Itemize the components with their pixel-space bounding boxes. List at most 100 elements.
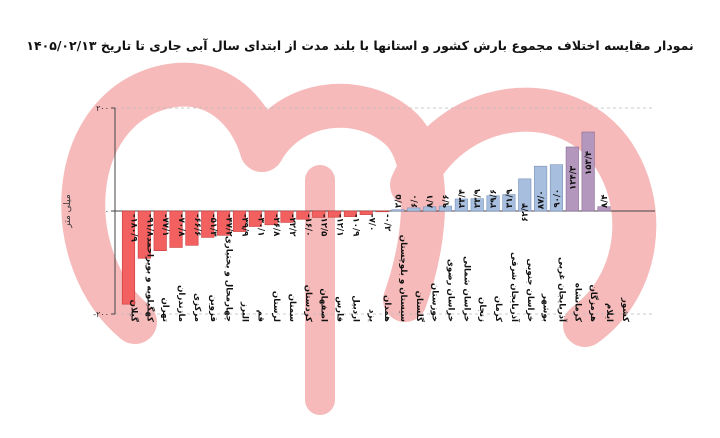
bar-19	[423, 206, 437, 212]
bar-21	[454, 198, 468, 212]
y-axis-label: میلی متر	[63, 194, 73, 229]
bar-16	[375, 210, 389, 213]
data-label-9: -۲۶/۸	[271, 214, 281, 237]
data-label-30: ۸/۴	[600, 194, 610, 208]
bar-9	[264, 210, 278, 226]
category-label-25: خراسان جنوبی	[525, 258, 535, 322]
watermark-arc-middle-icon	[240, 83, 446, 322]
category-label-15: یزد	[366, 309, 376, 322]
category-label-29: هرمزگان	[588, 284, 599, 322]
data-label-26: ۸۷/۰	[537, 190, 547, 209]
watermark-arc-left-icon	[61, 62, 284, 344]
category-label-23: کرمان	[493, 296, 503, 322]
data-label-18: ۶/۰	[410, 194, 420, 208]
category-label-4: مرکزی	[192, 293, 202, 322]
bar-25	[518, 178, 532, 212]
category-label-22: زنجان	[477, 297, 487, 322]
data-label-7: -۳۹/۹	[239, 214, 249, 237]
data-label-0: -۱۸۰/۹	[129, 214, 139, 242]
data-label-20: ۹/۶	[442, 194, 452, 208]
data-labels: -۱۸۰/۹ -۹۱/۸ -۷۷/۱ -۷۰/۸ -۶۶/۶ -۵۱/۳ -۴۷/۲ -۳۹/…	[129, 151, 611, 243]
data-label-27: ۹۰/۰	[552, 189, 562, 208]
category-labels: گیلان کهگیلویه و بویراحمد تهران مازندران مرک…	[129, 235, 630, 323]
data-label-25: ۶۲/۴	[521, 203, 531, 222]
bar-2	[153, 210, 167, 252]
data-label-2: -۷۷/۱	[160, 214, 170, 236]
category-label-5: قزوین	[208, 295, 218, 322]
category-label-21: خراسان شمالی	[461, 256, 471, 322]
category-label-31: کشور	[620, 297, 630, 322]
category-label-16: همدان	[382, 295, 392, 322]
category-label-8: قم	[255, 310, 265, 322]
data-label-21: ۲۳/۴	[457, 189, 467, 208]
data-label-22: ۲۳/۹	[473, 188, 483, 208]
data-label-29: ۱۵۳/۴	[584, 151, 594, 175]
category-label-19: خوزستان	[430, 283, 440, 322]
data-label-15: -۷/۰	[366, 214, 376, 231]
data-label-17: ۲/۵	[394, 194, 404, 208]
data-label-19: ۸/۱	[426, 194, 436, 208]
category-label-13: فارس	[335, 296, 345, 322]
category-label-6: چهارمحال و بختیاری	[224, 236, 234, 322]
category-label-2: تهران	[160, 297, 170, 322]
category-label-3: مازندران	[176, 285, 186, 322]
bar-17	[391, 209, 405, 212]
data-label-10: -۲۲/۲	[287, 214, 297, 237]
data-label-1: -۹۱/۸	[144, 214, 154, 237]
data-label-8: -۳۰/۱	[255, 214, 265, 236]
watermark-logo-icon	[61, 62, 657, 415]
category-label-28: کرمانشاه	[572, 283, 582, 322]
bar-3	[169, 210, 183, 248]
data-label-6: -۴۷/۲	[224, 214, 234, 237]
bar-20	[438, 205, 453, 212]
bar-6	[217, 210, 231, 236]
category-label-0: گیلان	[129, 300, 140, 322]
category-label-18: گلستان	[414, 291, 425, 322]
category-label-17: سیستان و بلوچستان	[398, 235, 408, 322]
bar-5	[201, 210, 215, 238]
data-label-28: ۱۲۴/۳	[568, 165, 578, 190]
category-label-10: سمنان	[287, 294, 297, 322]
bar-18	[407, 207, 421, 212]
category-label-27: آذربایجان غربی	[556, 257, 568, 323]
bar-0	[121, 210, 136, 305]
bar-30	[597, 206, 611, 212]
category-label-12: اصفهان	[319, 288, 329, 322]
category-label-7: البرز	[239, 301, 249, 322]
data-label-24: ۳۱/۹	[505, 188, 515, 208]
data-label-13: -۱۲/۱	[335, 214, 345, 236]
bars	[121, 131, 611, 305]
data-label-11: -۱۶/۰	[303, 214, 313, 236]
bar-23	[486, 195, 500, 212]
category-label-20: خراسان رضوی	[446, 259, 456, 322]
bar-10	[280, 210, 294, 223]
bar-27	[549, 164, 564, 212]
category-label-30: ایلام	[604, 303, 614, 322]
bar-7	[232, 210, 246, 232]
bar-22	[470, 198, 484, 212]
bar-29	[581, 131, 595, 212]
bar-12	[312, 210, 326, 218]
bar-14	[343, 210, 357, 217]
bar-24	[502, 194, 516, 212]
category-label-11: کردستان	[303, 285, 313, 322]
bar-13	[327, 210, 342, 218]
bar-11	[296, 210, 310, 220]
bar-15	[359, 210, 373, 215]
category-label-9: لرستان	[271, 291, 281, 322]
y-tick-label-1: ۰	[105, 207, 109, 216]
watermark-arc-right-icon	[390, 87, 657, 347]
bar-1	[137, 210, 151, 259]
data-label-14: -۱۰/۹	[350, 214, 360, 237]
category-label-26: بوشهر	[541, 293, 551, 322]
chart-title: نمودار مقایسه اختلاف مجموع بارش کشور و ا…	[26, 38, 694, 53]
grid-lines	[115, 107, 655, 315]
bar-28	[565, 146, 579, 212]
data-label-12: -۱۲/۵	[319, 214, 329, 236]
bar-4	[185, 210, 199, 246]
data-label-5: -۵۱/۳	[208, 214, 218, 237]
category-label-24: آذربایجان شرقی	[509, 252, 521, 323]
y-tick-label-0: ۲۰۰	[96, 104, 109, 113]
data-label-4: -۶۶/۶	[192, 214, 202, 236]
